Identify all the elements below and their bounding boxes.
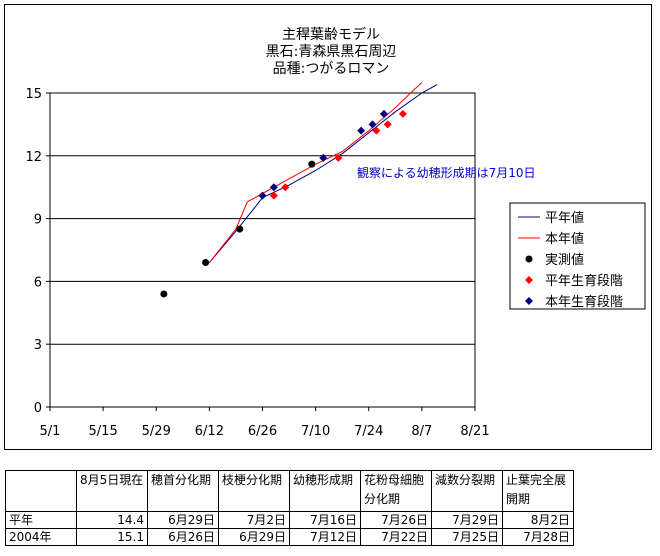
table-header-cell: 止葉完全展開期 <box>502 470 574 512</box>
table-cell: 8月2日 <box>502 511 574 529</box>
y-tick-label: 0 <box>34 401 42 416</box>
legend-diamond-swatch <box>525 297 533 305</box>
table-cell: 7月25日 <box>431 528 503 546</box>
table-row-label: 平年 <box>5 511 77 529</box>
chart-svg: 主稈葉齢モデル 黒石:青森県黒石周辺 品種:つがるロマン 0 3 6 9 12 15 5/1… <box>25 26 646 439</box>
y-tick-label: 9 <box>34 213 42 228</box>
series-line-0 <box>209 84 438 263</box>
table-header-cell: 減数分裂期 <box>431 470 503 512</box>
chart-title: 主稈葉齢モデル 黒石:青森県黒石周辺 品種:つがるロマン <box>266 26 397 77</box>
table-cell: 6月29日 <box>218 528 290 546</box>
table-cell: 7月16日 <box>289 511 361 529</box>
table-header-cell: 花粉母細胞分化期 <box>360 470 432 512</box>
table-cell: 7月12日 <box>289 528 361 546</box>
stage-point <box>383 120 392 129</box>
annotation-label: 観察による幼穂形成期は7月10日 <box>357 166 536 180</box>
chart-frame: 主稈葉齢モデル 黒石:青森県黒石周辺 品種:つがるロマン 0 3 6 9 12 15 5/1… <box>4 4 652 450</box>
table-cell: 6月26日 <box>147 528 219 546</box>
growth-stage-table: 8月5日現在 穂首分化期 枝梗分化期 幼穂形成期 花粉母細胞分化期 減数分裂期 … <box>5 470 574 546</box>
stage-point <box>368 120 377 129</box>
table-cell: 7月26日 <box>360 511 432 529</box>
x-tick-label: 6/26 <box>248 424 277 439</box>
legend-box <box>509 202 646 310</box>
table-cell: 6月29日 <box>147 511 219 529</box>
plot-area <box>49 92 476 408</box>
x-tick-label: 6/12 <box>195 424 224 439</box>
legend-label: 平年生育段階 <box>545 273 623 289</box>
axes: 0 3 6 9 12 15 5/1 5/15 5/29 6/12 6/26 7/10 7/24 8/7 8/… <box>25 87 489 439</box>
x-tick-label: 7/24 <box>354 424 383 439</box>
legend-circle-swatch <box>525 255 533 263</box>
table-row: 2004年 15.1 6月26日 6月29日 7月12日 7月22日 7月25日… <box>5 528 574 546</box>
table-header-row: 8月5日現在 穂首分化期 枝梗分化期 幼穂形成期 花粉母細胞分化期 減数分裂期 … <box>5 470 574 512</box>
stage-point <box>398 109 407 118</box>
y-tick-label: 15 <box>25 87 42 102</box>
table-header-cell: 8月5日現在 <box>76 470 148 512</box>
x-tick-label: 5/29 <box>142 424 171 439</box>
table-row: 平年 14.4 6月29日 7月2日 7月16日 7月26日 7月29日 8月2… <box>5 511 574 529</box>
stage-point <box>334 153 343 162</box>
table-cell: 7月22日 <box>360 528 432 546</box>
table-header-cell: 枝梗分化期 <box>218 470 290 512</box>
stage-point <box>281 183 290 192</box>
y-tick-label: 12 <box>25 150 42 165</box>
legend-label: 本年値 <box>545 231 584 247</box>
x-tick-label: 7/10 <box>301 424 330 439</box>
stage-point <box>319 153 328 162</box>
series-lines <box>209 82 438 263</box>
growth-stage-table-wrap: 8月5日現在 穂首分化期 枝梗分化期 幼穂形成期 花粉母細胞分化期 減数分裂期 … <box>5 470 574 546</box>
legend-label: 平年値 <box>545 210 584 226</box>
table-header-cell: 幼穂形成期 <box>289 470 361 512</box>
y-tick-label: 3 <box>34 338 42 353</box>
table-row-label: 2004年 <box>5 528 77 546</box>
table-cell: 7月28日 <box>502 528 574 546</box>
table-header-cell: 穂首分化期 <box>147 470 219 512</box>
stage-point <box>269 183 278 192</box>
legend-label: 本年生育段階 <box>545 294 623 310</box>
legend-label: 実測値 <box>545 252 584 268</box>
title-line-2: 黒石:青森県黒石周辺 <box>266 44 397 60</box>
data-point <box>160 290 168 298</box>
stage-point <box>269 191 278 200</box>
data-point <box>236 225 244 233</box>
table-header-cell <box>5 470 77 512</box>
table-cell: 7月29日 <box>431 511 503 529</box>
series-line-1 <box>209 82 423 263</box>
data-point <box>308 160 316 168</box>
y-tick-label: 6 <box>34 275 42 290</box>
table-cell: 7月2日 <box>218 511 290 529</box>
x-tick-label: 5/1 <box>40 424 61 439</box>
grid-lines <box>50 92 475 345</box>
x-tick-label: 8/7 <box>411 424 432 439</box>
title-line-1: 主稈葉齢モデル <box>282 26 380 43</box>
stage-point <box>258 191 267 200</box>
table-cell: 14.4 <box>76 511 148 529</box>
x-tick-label: 5/15 <box>89 424 118 439</box>
title-line-3: 品種:つがるロマン <box>273 61 390 77</box>
x-tick-label: 8/21 <box>460 424 489 439</box>
table-cell: 15.1 <box>76 528 148 546</box>
stage-point <box>379 109 388 118</box>
data-point <box>202 259 210 267</box>
legend-diamond-swatch <box>525 276 533 284</box>
